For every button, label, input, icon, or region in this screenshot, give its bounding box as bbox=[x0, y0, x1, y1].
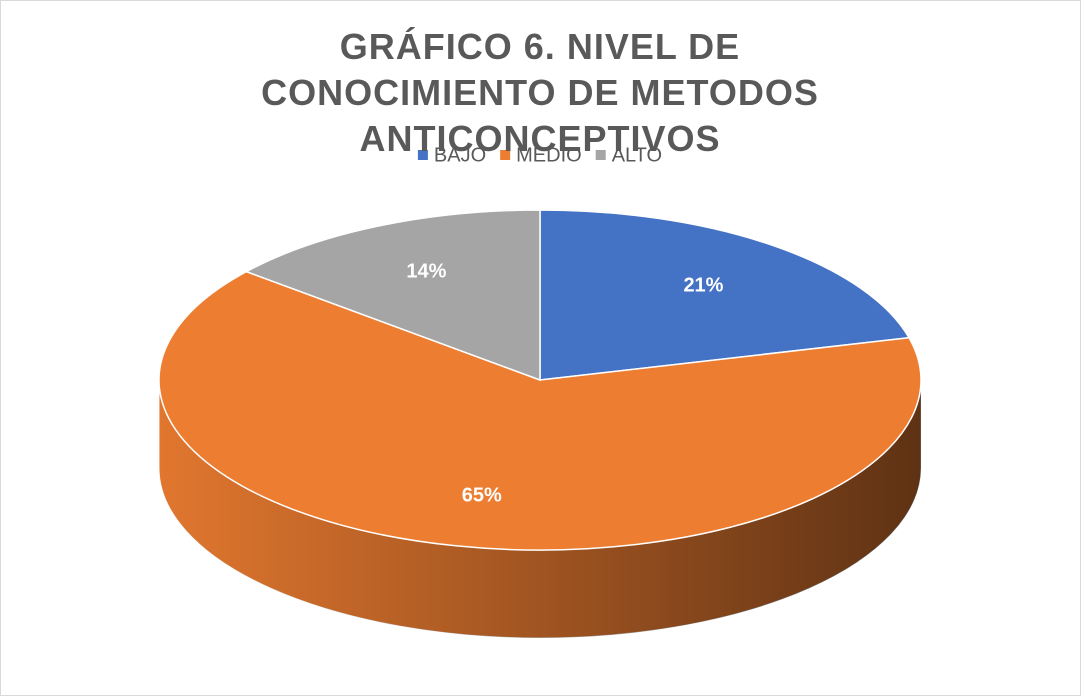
data-label: 14% bbox=[406, 261, 446, 283]
legend-swatch bbox=[595, 150, 606, 160]
pie-side-shade bbox=[159, 380, 921, 638]
legend-label: MEDIO bbox=[516, 144, 582, 166]
chart-title: GRÁFICO 6. NIVEL DE CONOCIMIENTO DE METO… bbox=[261, 26, 819, 159]
data-label: 21% bbox=[683, 274, 723, 296]
pie-slice bbox=[158, 270, 922, 551]
legend-swatch bbox=[500, 150, 511, 160]
legend-label: ALTO bbox=[612, 144, 662, 166]
pie-slice bbox=[539, 209, 911, 381]
data-label: 65% bbox=[462, 484, 502, 506]
legend-label: BAJO bbox=[434, 144, 486, 166]
pie-slice bbox=[244, 209, 541, 382]
legend-swatch bbox=[417, 150, 428, 160]
